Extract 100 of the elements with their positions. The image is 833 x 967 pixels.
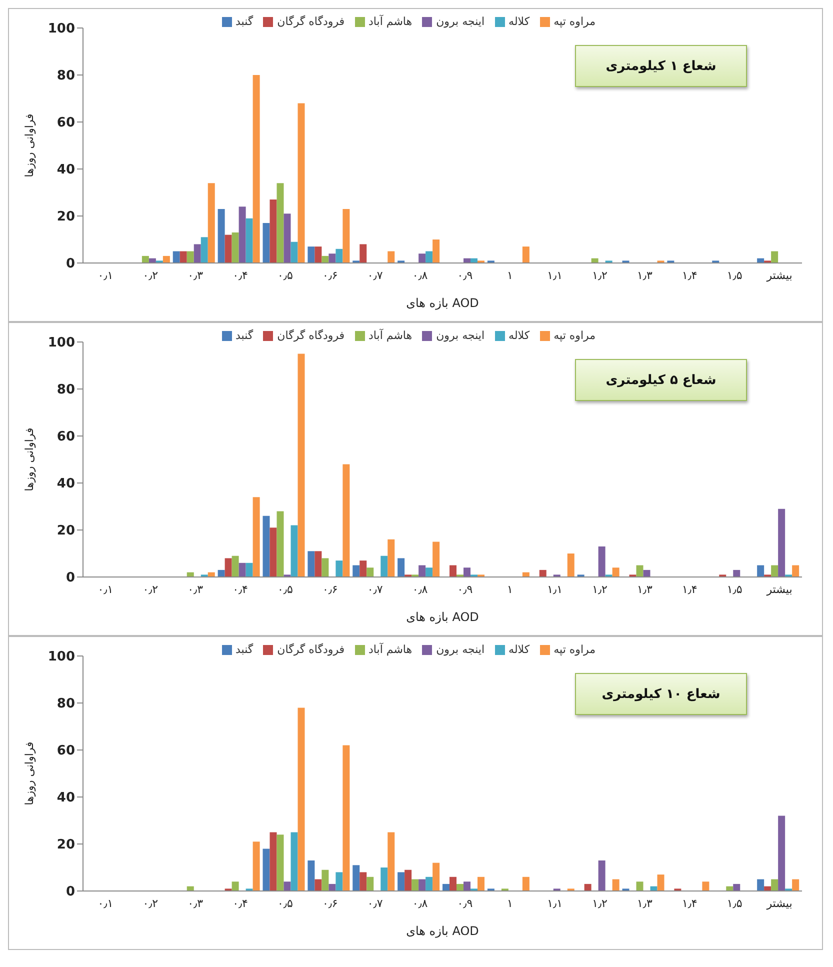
bar [522, 876, 530, 891]
bar [771, 251, 778, 263]
bar [598, 546, 606, 577]
bar [238, 206, 246, 263]
caption-box: شعاع ۵ کیلومتری [575, 359, 747, 401]
bar [224, 558, 232, 577]
bar [398, 558, 405, 577]
bar [702, 882, 710, 891]
bar [426, 568, 433, 577]
bar [290, 525, 298, 577]
y-tick-label: 20 [56, 210, 75, 225]
bar [322, 870, 329, 891]
x-tick-label: ۰٫۷ [367, 268, 383, 282]
x-tick-label: ۱٫۵ [726, 896, 742, 910]
x-tick-label: ۱٫۱ [547, 582, 563, 596]
bar [612, 568, 620, 577]
x-tick-label: ۰٫۲ [142, 582, 158, 596]
bar [478, 876, 484, 891]
legend-label: فرودگاه گرگان [277, 643, 345, 656]
x-tick-label: ۰٫۱ [98, 582, 114, 596]
x-tick-label: ۰٫۸ [412, 268, 428, 282]
bar [314, 551, 322, 577]
legend-label: مراوه تپه [554, 15, 596, 28]
x-axis-title: بازه های AOD [406, 296, 479, 310]
bar [418, 879, 426, 891]
bar [162, 256, 170, 263]
x-tick-label: ۱ [506, 896, 513, 910]
bar [398, 872, 405, 891]
bar [412, 879, 419, 891]
bar [314, 246, 322, 263]
x-tick-label: ۱٫۴ [682, 896, 698, 910]
bar [200, 237, 208, 263]
bar [342, 745, 350, 891]
y-tick-label: 20 [56, 524, 75, 539]
bar [276, 183, 284, 263]
bar [308, 551, 315, 577]
bar [172, 251, 180, 263]
bar [270, 528, 277, 577]
legend-label: اینجه برون [436, 643, 485, 656]
x-tick-label: ۱٫۴ [682, 582, 698, 596]
legend-label: کلاله [508, 643, 530, 656]
legend-label: فرودگاه گرگان [277, 329, 345, 342]
bar [456, 884, 464, 891]
x-tick-label: ۰٫۶ [322, 582, 338, 596]
legend-label: مراوه تپه [554, 643, 596, 656]
bar [366, 876, 374, 891]
bar [284, 882, 291, 891]
x-tick-label: ۰٫۲ [142, 268, 158, 282]
bar [270, 200, 277, 263]
bar [778, 816, 786, 891]
x-tick-label: ۱٫۳ [637, 268, 653, 282]
y-tick-label: 0 [66, 884, 75, 900]
bar [328, 884, 336, 891]
bar [792, 565, 800, 577]
bar [733, 570, 740, 577]
legend-label: مراوه تپه [554, 329, 596, 342]
x-tick-label: ۰٫۹ [457, 896, 473, 910]
bar [432, 240, 440, 263]
bar [246, 218, 253, 263]
x-tick-label: ۱٫۲ [592, 268, 608, 282]
bar [771, 879, 778, 891]
bar [208, 183, 215, 263]
bar [464, 568, 470, 577]
bar [352, 865, 360, 891]
x-tick-label: ۰٫۷ [367, 896, 383, 910]
x-tick-label: ۰٫۹ [457, 268, 473, 282]
legend-label: هاشم آباد [368, 329, 412, 342]
bar [380, 868, 388, 891]
y-tick-label: 40 [56, 476, 75, 492]
legend-label: هاشم آباد [368, 643, 412, 656]
bar [771, 565, 778, 577]
x-tick-label: ۱٫۱ [547, 268, 563, 282]
bar [388, 539, 395, 577]
x-tick-label: بیشتر [766, 582, 792, 596]
bar [276, 834, 284, 891]
y-axis-title: فراوانی روزها [22, 742, 36, 806]
x-tick-label: ۰٫۸ [412, 582, 428, 596]
y-tick-label: 100 [48, 336, 75, 351]
y-tick-label: 60 [56, 744, 75, 759]
x-tick-label: ۰٫۱ [98, 268, 114, 282]
bar [232, 882, 239, 891]
bar [194, 244, 201, 263]
bar [290, 242, 298, 263]
bar [442, 884, 450, 891]
bar [290, 832, 298, 891]
y-tick-label: 40 [56, 790, 75, 806]
bar [262, 848, 270, 891]
x-tick-label: ۰٫۹ [457, 582, 473, 596]
bar [539, 570, 546, 577]
x-tick-label: ۰٫۴ [232, 896, 248, 910]
bar [733, 884, 740, 891]
x-tick-label: ۰٫۲ [142, 896, 158, 910]
bar [366, 568, 374, 577]
bar [404, 870, 412, 891]
bar [342, 208, 350, 263]
bar [298, 103, 305, 263]
bar [418, 254, 426, 263]
legend-label: کلاله [508, 329, 530, 342]
bar [567, 554, 574, 577]
bar [180, 251, 187, 263]
